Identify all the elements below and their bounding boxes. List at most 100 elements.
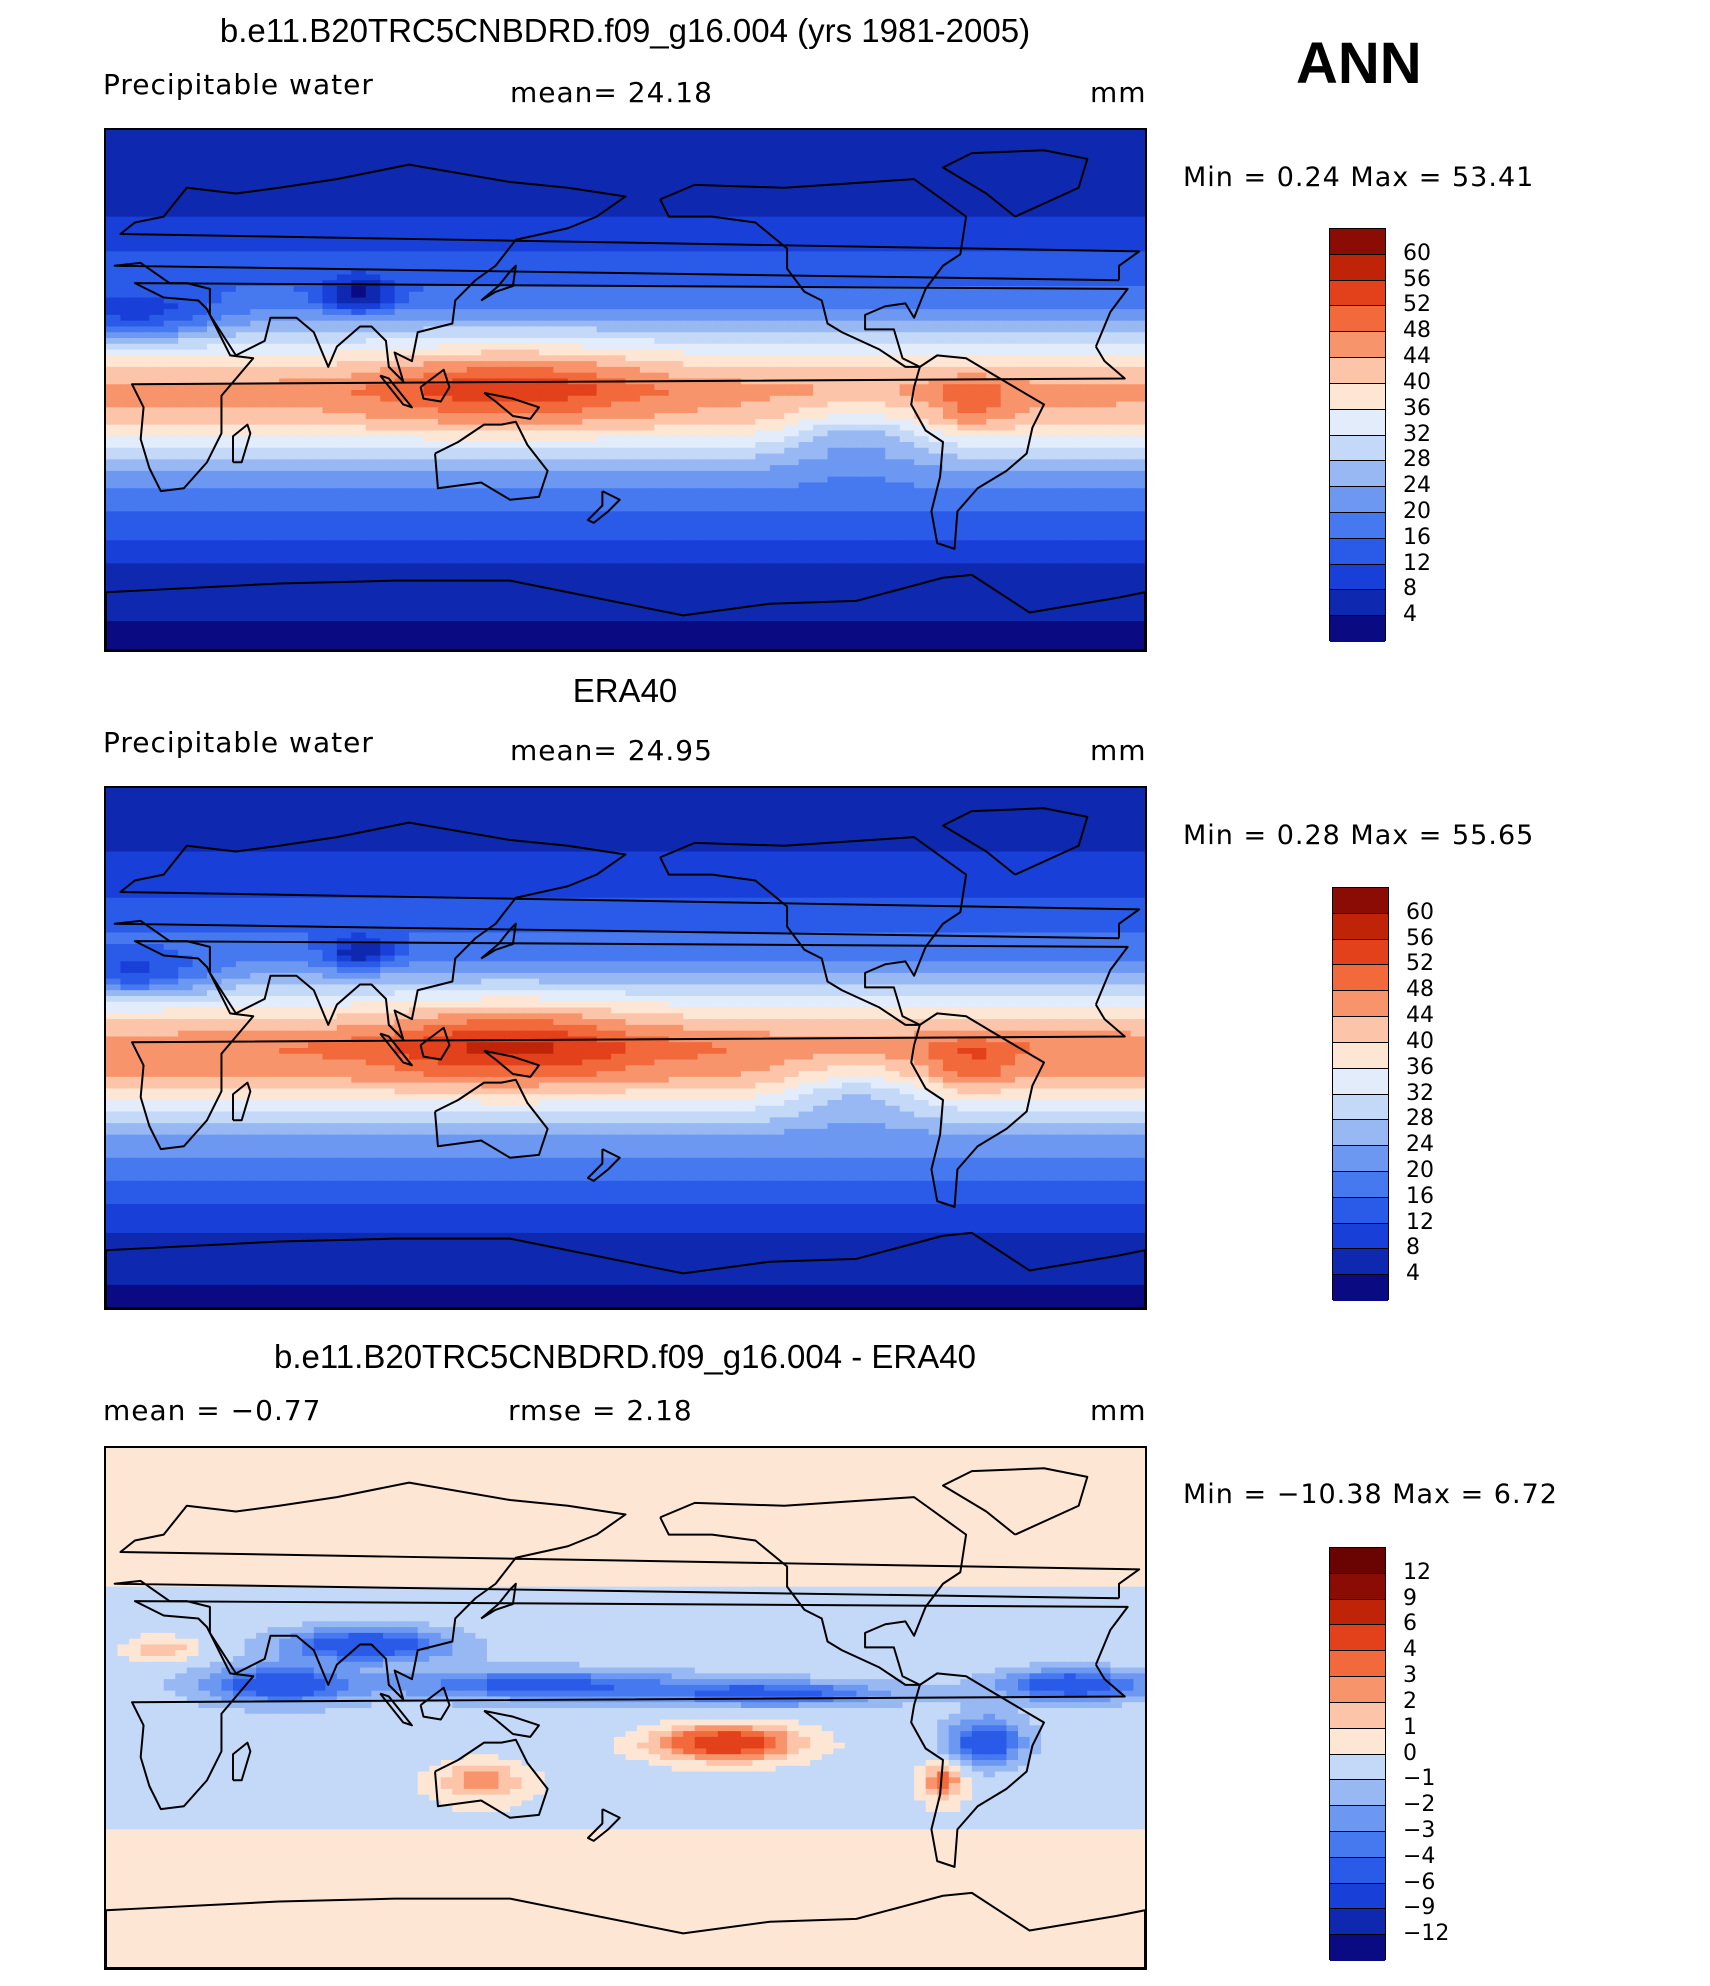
- model-cell: [726, 413, 742, 420]
- model-cell: [380, 436, 396, 443]
- model-cell: [279, 349, 295, 356]
- model-cell: [264, 436, 280, 443]
- model-cell: [279, 355, 295, 362]
- model-cell: [1058, 210, 1074, 218]
- model-cell: [885, 268, 901, 276]
- model-cell: [625, 366, 641, 374]
- model-cell: [221, 442, 237, 449]
- model-cell: [308, 135, 324, 143]
- model-cell: [452, 239, 468, 247]
- model-cell: [1029, 135, 1045, 143]
- model-cell: [567, 228, 583, 235]
- model-cell: [712, 234, 728, 241]
- model-cell: [1130, 476, 1145, 484]
- model-cell: [437, 442, 453, 449]
- model-cell: [899, 343, 915, 351]
- model-cell: [1072, 234, 1088, 241]
- model-cell: [452, 407, 468, 414]
- model-cell: [163, 176, 179, 183]
- model-cell: [1087, 338, 1103, 345]
- model-cell: [942, 147, 958, 154]
- model-cell: [510, 164, 526, 172]
- model-cell: [697, 274, 713, 281]
- model-cell: [481, 239, 497, 247]
- model-cell: [380, 297, 396, 304]
- model-cell: [567, 372, 583, 380]
- model-cell: [178, 176, 194, 183]
- model-cell: [207, 390, 223, 397]
- model-cell: [1029, 505, 1045, 512]
- model-cell: [466, 522, 482, 530]
- model-cell: [1000, 222, 1016, 229]
- model-cell: [207, 511, 223, 518]
- model-cell: [207, 228, 223, 235]
- model-cell: [928, 366, 944, 374]
- model-cell: [1029, 511, 1045, 518]
- model-cell: [726, 511, 742, 518]
- model-cell: [870, 494, 886, 501]
- model-cell: [452, 349, 468, 356]
- model-cell: [712, 482, 728, 489]
- model-cell: [553, 522, 569, 530]
- model-cell: [740, 320, 756, 328]
- model-cell: [784, 199, 800, 206]
- model-cell: [452, 245, 468, 252]
- model-cell: [1058, 453, 1074, 460]
- model-cell: [178, 453, 194, 460]
- model-cell: [899, 372, 915, 380]
- model-cell: [207, 476, 223, 484]
- model-cell: [423, 349, 439, 356]
- model-cell: [1087, 251, 1103, 258]
- model-cell: [452, 494, 468, 501]
- model-cell: [308, 505, 324, 512]
- model-cell: [798, 239, 814, 247]
- model-cell: [495, 262, 511, 270]
- model-cell: [683, 182, 699, 189]
- model-cell: [1043, 147, 1060, 154]
- model-cell: [697, 222, 713, 229]
- model-cell: [106, 309, 122, 316]
- model-cell: [813, 476, 829, 484]
- model-cell: [178, 222, 194, 229]
- model-cell: [1116, 141, 1132, 148]
- model-cell: [596, 303, 612, 310]
- model-cell: [654, 418, 670, 426]
- model-cell: [697, 199, 713, 206]
- model-cell: [755, 187, 771, 195]
- model-cell: [423, 274, 439, 281]
- model-cell: [163, 407, 179, 414]
- model-cell: [841, 436, 857, 443]
- model-cell: [264, 216, 280, 224]
- model-cell: [192, 407, 208, 414]
- model-cell: [813, 395, 829, 403]
- model-cell: [106, 470, 122, 478]
- model-cell: [495, 147, 511, 154]
- model-cell: [986, 338, 1002, 345]
- model-cell: [437, 459, 453, 466]
- model-cell: [1015, 176, 1031, 183]
- model-cell: [466, 390, 482, 397]
- model-cell: [1116, 164, 1132, 172]
- model-cell: [625, 268, 641, 276]
- model-cell: [120, 522, 136, 530]
- model-cell: [827, 390, 843, 397]
- model-cell: [1000, 447, 1016, 455]
- model-cell: [495, 135, 511, 143]
- model-cell: [1087, 182, 1103, 189]
- model-cell: [106, 245, 122, 252]
- model-cell: [351, 378, 367, 385]
- model-cell: [1029, 522, 1045, 530]
- model-cell: [798, 303, 814, 310]
- model-cell: [365, 343, 381, 351]
- model-cell: [538, 228, 554, 235]
- model-cell: [596, 210, 612, 218]
- model-cell: [697, 314, 713, 322]
- model-cell: [510, 251, 526, 258]
- model-cell: [149, 476, 165, 484]
- model-cell: [1072, 193, 1088, 200]
- model-cell: [134, 303, 150, 310]
- model-cell: [827, 361, 843, 368]
- model-cell: [553, 390, 569, 397]
- model-cell: [986, 291, 1002, 299]
- model-cell: [827, 413, 843, 420]
